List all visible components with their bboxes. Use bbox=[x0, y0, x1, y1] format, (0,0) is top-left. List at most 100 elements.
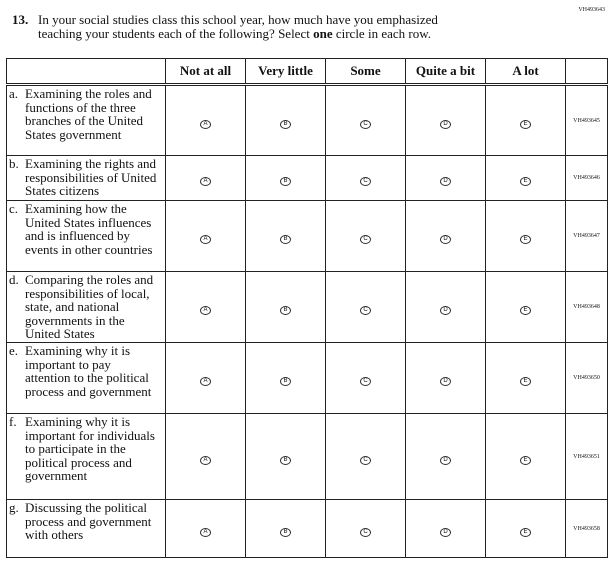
response-cell: E bbox=[485, 155, 566, 201]
radio-bubble-d[interactable]: D bbox=[440, 377, 451, 386]
response-cell: D bbox=[405, 413, 486, 500]
question-text: 13. In your social studies class this sch… bbox=[12, 12, 438, 41]
response-cell: B bbox=[245, 499, 326, 558]
response-cell: E bbox=[485, 342, 566, 414]
radio-bubble-e[interactable]: E bbox=[520, 377, 531, 386]
item-label: b. Examining the rights and responsibilit… bbox=[6, 155, 166, 201]
radio-bubble-c[interactable]: C bbox=[360, 306, 371, 315]
radio-bubble-c[interactable]: C bbox=[360, 177, 371, 186]
response-cell: A bbox=[165, 413, 246, 500]
item-label: a. Examining the roles and functions of t… bbox=[6, 84, 166, 156]
response-cell: D bbox=[405, 271, 486, 343]
response-cell: C bbox=[325, 200, 406, 272]
radio-bubble-e[interactable]: E bbox=[520, 119, 531, 129]
question-id: VH493643 bbox=[578, 7, 605, 13]
radio-bubble-c[interactable]: C bbox=[360, 455, 371, 465]
radio-bubble-c[interactable]: C bbox=[360, 377, 371, 386]
response-cell: E bbox=[485, 200, 566, 272]
column-header: Very little bbox=[245, 58, 326, 86]
radio-bubble-a[interactable]: A bbox=[200, 455, 211, 465]
item-label: g. Discussing the political process and g… bbox=[6, 499, 166, 558]
item-id: VH493647 bbox=[565, 200, 608, 272]
response-cell: A bbox=[165, 342, 246, 414]
response-cell: C bbox=[325, 342, 406, 414]
radio-bubble-d[interactable]: D bbox=[440, 306, 451, 315]
radio-bubble-c[interactable]: C bbox=[360, 527, 371, 537]
response-cell: E bbox=[485, 84, 566, 156]
response-cell: A bbox=[165, 200, 246, 272]
radio-bubble-e[interactable]: E bbox=[520, 177, 531, 186]
item-id: VH493648 bbox=[565, 271, 608, 343]
response-cell: D bbox=[405, 342, 486, 414]
radio-bubble-d[interactable]: D bbox=[440, 527, 451, 537]
response-cell: D bbox=[405, 499, 486, 558]
radio-bubble-b[interactable]: B bbox=[280, 306, 291, 315]
radio-bubble-b[interactable]: B bbox=[280, 455, 291, 465]
item-id: VH493658 bbox=[565, 499, 608, 558]
response-cell: A bbox=[165, 499, 246, 558]
response-cell: E bbox=[485, 499, 566, 558]
item-id: VH493651 bbox=[565, 413, 608, 500]
item-id: VH493645 bbox=[565, 84, 608, 156]
table-row: c. Examining how the United States influe… bbox=[6, 200, 608, 272]
response-cell: B bbox=[245, 84, 326, 156]
response-cell: B bbox=[245, 200, 326, 272]
radio-bubble-a[interactable]: A bbox=[200, 119, 211, 129]
response-cell: C bbox=[325, 413, 406, 500]
radio-bubble-e[interactable]: E bbox=[520, 455, 531, 465]
response-grid: Not at all Very little Some Quite a bit A lo… bbox=[6, 58, 608, 558]
response-cell: C bbox=[325, 155, 406, 201]
response-cell: E bbox=[485, 271, 566, 343]
radio-bubble-d[interactable]: D bbox=[440, 455, 451, 465]
table-row: e. Examining why it is important to pay a… bbox=[6, 342, 608, 414]
table-row: b. Examining the rights and responsibilit… bbox=[6, 155, 608, 201]
radio-bubble-a[interactable]: A bbox=[200, 306, 211, 315]
response-cell: C bbox=[325, 271, 406, 343]
item-label: e. Examining why it is important to pay a… bbox=[6, 342, 166, 414]
radio-bubble-e[interactable]: E bbox=[520, 527, 531, 537]
response-cell: D bbox=[405, 84, 486, 156]
radio-bubble-b[interactable]: B bbox=[280, 177, 291, 186]
item-id: VH493650 bbox=[565, 342, 608, 414]
response-cell: A bbox=[165, 271, 246, 343]
radio-bubble-d[interactable]: D bbox=[440, 119, 451, 129]
column-header: Quite a bit bbox=[405, 58, 486, 86]
table-row: d. Comparing the roles and responsibiliti… bbox=[6, 271, 608, 343]
item-label: c. Examining how the United States influe… bbox=[6, 200, 166, 272]
radio-bubble-a[interactable]: A bbox=[200, 177, 211, 186]
radio-bubble-b[interactable]: B bbox=[280, 527, 291, 537]
response-cell: B bbox=[245, 413, 326, 500]
response-cell: A bbox=[165, 84, 246, 156]
response-cell: C bbox=[325, 84, 406, 156]
column-header: A lot bbox=[485, 58, 566, 86]
item-label: f. Examining why it is important for indi… bbox=[6, 413, 166, 500]
radio-bubble-d[interactable]: D bbox=[440, 177, 451, 186]
column-header: Not at all bbox=[165, 58, 246, 86]
radio-bubble-d[interactable]: D bbox=[440, 235, 451, 244]
radio-bubble-b[interactable]: B bbox=[280, 235, 291, 244]
response-cell: C bbox=[325, 499, 406, 558]
radio-bubble-c[interactable]: C bbox=[360, 235, 371, 244]
header-blank bbox=[6, 58, 166, 86]
table-row: g. Discussing the political process and g… bbox=[6, 499, 608, 558]
response-cell: B bbox=[245, 155, 326, 201]
column-header: Some bbox=[325, 58, 406, 86]
table-row: a. Examining the roles and functions of t… bbox=[6, 84, 608, 156]
response-cell: B bbox=[245, 271, 326, 343]
radio-bubble-e[interactable]: E bbox=[520, 235, 531, 244]
header-blank bbox=[565, 58, 608, 86]
response-cell: E bbox=[485, 413, 566, 500]
question-number: 13. bbox=[12, 12, 29, 27]
response-cell: A bbox=[165, 155, 246, 201]
radio-bubble-c[interactable]: C bbox=[360, 119, 371, 129]
response-cell: B bbox=[245, 342, 326, 414]
radio-bubble-b[interactable]: B bbox=[280, 119, 291, 129]
item-label: d. Comparing the roles and responsibiliti… bbox=[6, 271, 166, 343]
radio-bubble-a[interactable]: A bbox=[200, 235, 211, 244]
table-row: f. Examining why it is important for indi… bbox=[6, 413, 608, 500]
radio-bubble-a[interactable]: A bbox=[200, 527, 211, 537]
radio-bubble-b[interactable]: B bbox=[280, 377, 291, 386]
radio-bubble-e[interactable]: E bbox=[520, 306, 531, 315]
radio-bubble-a[interactable]: A bbox=[200, 377, 211, 386]
response-cell: D bbox=[405, 155, 486, 201]
